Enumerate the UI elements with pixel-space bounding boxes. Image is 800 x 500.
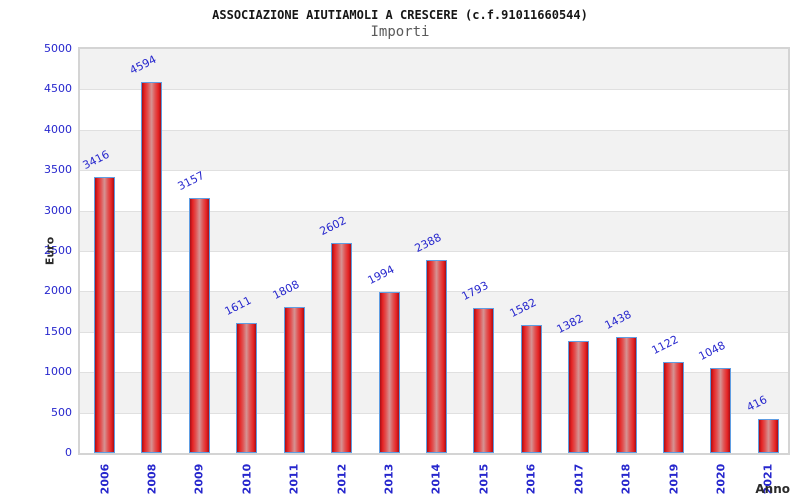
- x-tick-label: 2013: [382, 463, 396, 495]
- y-tick-label: 4500: [44, 82, 72, 96]
- y-tick-label: 0: [65, 446, 72, 459]
- x-tick-label: 2020: [714, 463, 728, 495]
- x-tick-label: 2011: [287, 463, 301, 495]
- bar-2021: [757, 419, 779, 453]
- bar-2015: [473, 308, 495, 453]
- x-tick-label: 2018: [619, 463, 633, 495]
- bar-2016: [520, 325, 542, 453]
- y-tick-label: 1000: [44, 365, 72, 379]
- bar-2006: [94, 176, 115, 453]
- y-axis-title: Euro: [43, 236, 57, 266]
- plot-band: [80, 129, 788, 171]
- y-tick-label: 3500: [44, 163, 72, 177]
- chart-subtitle: Importi: [370, 24, 430, 40]
- bar-2020: [710, 368, 732, 453]
- gridline: [80, 129, 788, 131]
- x-tick-label: 2010: [240, 463, 254, 495]
- y-tick-label: 500: [51, 405, 72, 419]
- x-axis-title: Anno: [755, 482, 790, 496]
- bar-2010: [236, 322, 258, 453]
- bar-2012: [331, 242, 353, 453]
- y-tick-label: 5000: [44, 42, 72, 55]
- gridline: [80, 170, 788, 172]
- bar-2009: [188, 197, 210, 453]
- x-tick-label: 2019: [667, 463, 681, 495]
- x-tick-label: 2009: [192, 463, 206, 495]
- plot-band: [80, 49, 788, 90]
- x-tick-label: 2008: [145, 463, 159, 495]
- plot-area: 3416 4594 3157 1611 1808 2602 1994 2388 1793 1582…: [78, 47, 790, 455]
- y-tick-label: 2000: [44, 284, 72, 298]
- x-tick-label: 2012: [335, 463, 349, 495]
- bar-2011: [283, 306, 305, 453]
- gridline: [80, 251, 788, 252]
- x-tick-label: 2017: [572, 463, 586, 495]
- y-tick-label: 1500: [44, 324, 72, 338]
- bar-2017: [568, 341, 590, 453]
- chart-title: ASSOCIAZIONE AIUTIAMOLI A CRESCERE (c.f.…: [212, 8, 588, 22]
- bar-2019: [663, 362, 685, 453]
- x-tick-label: 2015: [477, 463, 491, 495]
- plot-band: [80, 89, 788, 130]
- gridline: [80, 89, 788, 91]
- bar-2018: [615, 336, 637, 453]
- y-tick-label: 2500: [44, 244, 72, 257]
- gridline: [80, 210, 788, 212]
- x-tick-label: 2016: [524, 463, 538, 495]
- bar-2008: [141, 81, 163, 453]
- x-tick-label: 2006: [98, 463, 111, 495]
- x-tick-label: 2014: [429, 463, 443, 495]
- y-tick-label: 4000: [44, 122, 72, 136]
- bar-2013: [378, 291, 400, 453]
- bar-2014: [425, 260, 447, 453]
- y-tick-label: 3000: [44, 203, 72, 217]
